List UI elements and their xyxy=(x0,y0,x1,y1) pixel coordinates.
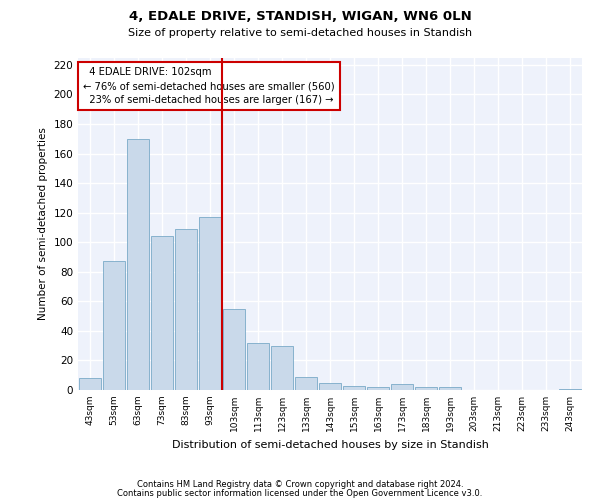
Bar xyxy=(271,346,293,390)
Bar xyxy=(439,387,461,390)
X-axis label: Distribution of semi-detached houses by size in Standish: Distribution of semi-detached houses by … xyxy=(172,440,488,450)
Text: 4 EDALE DRIVE: 102sqm
← 76% of semi-detached houses are smaller (560)
  23% of s: 4 EDALE DRIVE: 102sqm ← 76% of semi-deta… xyxy=(83,68,335,106)
Bar xyxy=(391,384,413,390)
Text: Contains public sector information licensed under the Open Government Licence v3: Contains public sector information licen… xyxy=(118,488,482,498)
Bar xyxy=(127,139,149,390)
Bar xyxy=(415,387,437,390)
Bar xyxy=(223,308,245,390)
Y-axis label: Number of semi-detached properties: Number of semi-detached properties xyxy=(38,128,48,320)
Bar xyxy=(151,236,173,390)
Bar xyxy=(175,229,197,390)
Bar xyxy=(367,387,389,390)
Bar xyxy=(247,342,269,390)
Bar xyxy=(343,386,365,390)
Text: Size of property relative to semi-detached houses in Standish: Size of property relative to semi-detach… xyxy=(128,28,472,38)
Text: 4, EDALE DRIVE, STANDISH, WIGAN, WN6 0LN: 4, EDALE DRIVE, STANDISH, WIGAN, WN6 0LN xyxy=(128,10,472,23)
Bar xyxy=(199,217,221,390)
Bar xyxy=(79,378,101,390)
Bar xyxy=(559,388,581,390)
Text: Contains HM Land Registry data © Crown copyright and database right 2024.: Contains HM Land Registry data © Crown c… xyxy=(137,480,463,489)
Bar xyxy=(103,262,125,390)
Bar xyxy=(295,376,317,390)
Bar xyxy=(319,382,341,390)
